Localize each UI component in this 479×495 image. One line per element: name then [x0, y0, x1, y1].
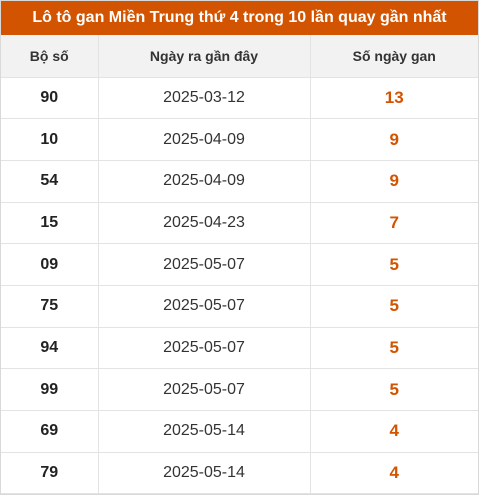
cell-so-ngay-gan: 5 [310, 327, 478, 370]
table-row: 90 2025-03-12 13 [1, 77, 478, 120]
cell-bo-so: 09 [1, 243, 99, 286]
cell-bo-so: 15 [1, 202, 99, 245]
cell-so-ngay-gan: 5 [310, 285, 478, 328]
cell-ngay-ra: 2025-05-07 [98, 368, 311, 411]
lo-gan-table: Bộ số Ngày ra gần đây Số ngày gan 90 202… [1, 35, 478, 494]
cell-ngay-ra: 2025-04-09 [98, 160, 311, 203]
table-row: 79 2025-05-14 4 [1, 452, 478, 494]
table-title: Lô tô gan Miền Trung thứ 4 trong 10 lần … [1, 1, 478, 35]
cell-bo-so: 54 [1, 160, 99, 203]
header-so-ngay-gan: Số ngày gan [310, 35, 478, 78]
table-row: 54 2025-04-09 9 [1, 160, 478, 203]
cell-so-ngay-gan: 9 [310, 160, 478, 203]
cell-ngay-ra: 2025-05-14 [98, 452, 311, 494]
cell-bo-so: 99 [1, 368, 99, 411]
cell-so-ngay-gan: 7 [310, 202, 478, 245]
table-row: 94 2025-05-07 5 [1, 327, 478, 370]
cell-ngay-ra: 2025-05-07 [98, 243, 311, 286]
table-row: 99 2025-05-07 5 [1, 368, 478, 411]
cell-ngay-ra: 2025-05-07 [98, 327, 311, 370]
header-ngay-ra: Ngày ra gần đây [98, 35, 311, 78]
cell-ngay-ra: 2025-05-14 [98, 410, 311, 453]
cell-so-ngay-gan: 13 [310, 77, 478, 120]
cell-bo-so: 94 [1, 327, 99, 370]
table-row: 75 2025-05-07 5 [1, 285, 478, 328]
cell-bo-so: 10 [1, 118, 99, 161]
cell-ngay-ra: 2025-05-07 [98, 285, 311, 328]
cell-ngay-ra: 2025-03-12 [98, 77, 311, 120]
cell-so-ngay-gan: 4 [310, 410, 478, 453]
cell-bo-so: 75 [1, 285, 99, 328]
cell-so-ngay-gan: 5 [310, 243, 478, 286]
table-row: 09 2025-05-07 5 [1, 243, 478, 286]
table-row: 15 2025-04-23 7 [1, 202, 478, 245]
table-header-row: Bộ số Ngày ra gần đây Số ngày gan [1, 35, 478, 78]
cell-ngay-ra: 2025-04-23 [98, 202, 311, 245]
header-bo-so: Bộ số [1, 35, 99, 78]
cell-bo-so: 90 [1, 77, 99, 120]
table-row: 69 2025-05-14 4 [1, 410, 478, 453]
table-row: 10 2025-04-09 9 [1, 118, 478, 161]
cell-so-ngay-gan: 4 [310, 452, 478, 494]
cell-bo-so: 79 [1, 452, 99, 494]
cell-so-ngay-gan: 5 [310, 368, 478, 411]
cell-so-ngay-gan: 9 [310, 118, 478, 161]
cell-ngay-ra: 2025-04-09 [98, 118, 311, 161]
cell-bo-so: 69 [1, 410, 99, 453]
